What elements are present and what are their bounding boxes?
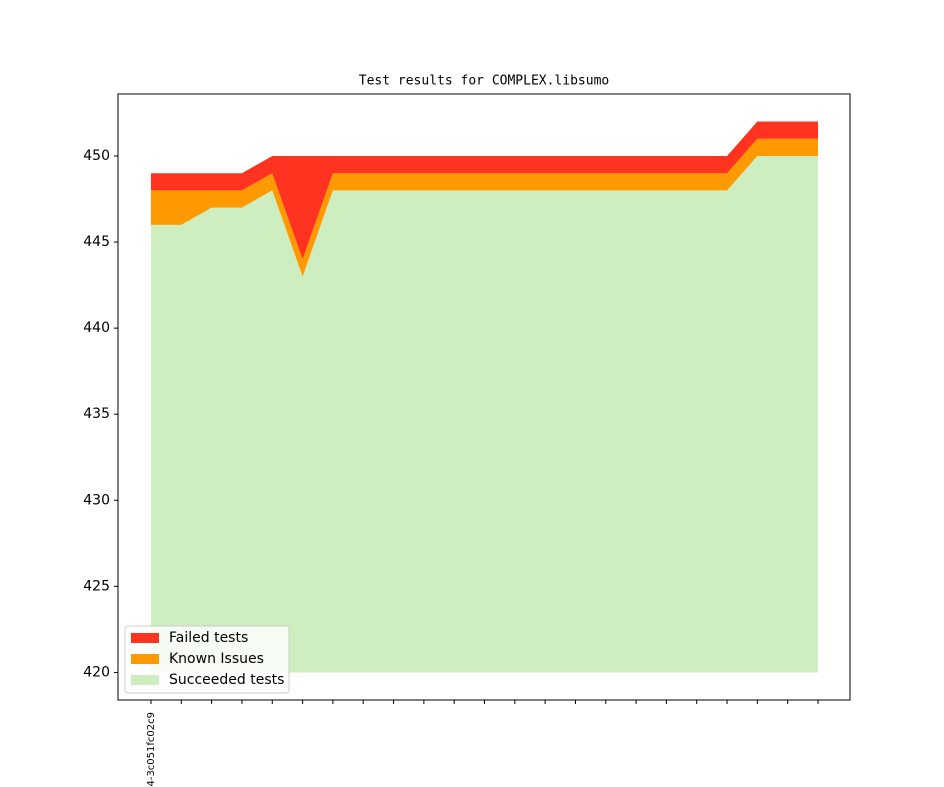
y-tick-label: 420 <box>83 664 110 680</box>
y-tick-label: 435 <box>83 406 110 422</box>
x-tick-label: 34-3c051fc02c9 <box>146 712 157 787</box>
legend-swatch <box>131 675 159 685</box>
area <box>151 155 818 673</box>
y-tick-label: 440 <box>83 320 110 336</box>
legend-label: Succeeded tests <box>169 672 284 688</box>
y-tick-label: 430 <box>83 492 110 508</box>
area <box>151 121 818 260</box>
y-tick-label: 445 <box>83 234 110 250</box>
legend-label: Failed tests <box>169 630 248 646</box>
chart-title: Test results for COMPLEX.libsumo <box>359 74 609 89</box>
legend: Failed tests Known Issues Succeeded tests <box>124 625 290 694</box>
area <box>151 138 818 277</box>
legend-swatch <box>131 633 159 643</box>
y-tick-label: 450 <box>83 148 110 164</box>
legend-box <box>124 625 290 694</box>
legend-label: Known Issues <box>169 651 264 667</box>
y-tick-label: 425 <box>83 578 110 594</box>
legend-swatch <box>131 654 159 664</box>
